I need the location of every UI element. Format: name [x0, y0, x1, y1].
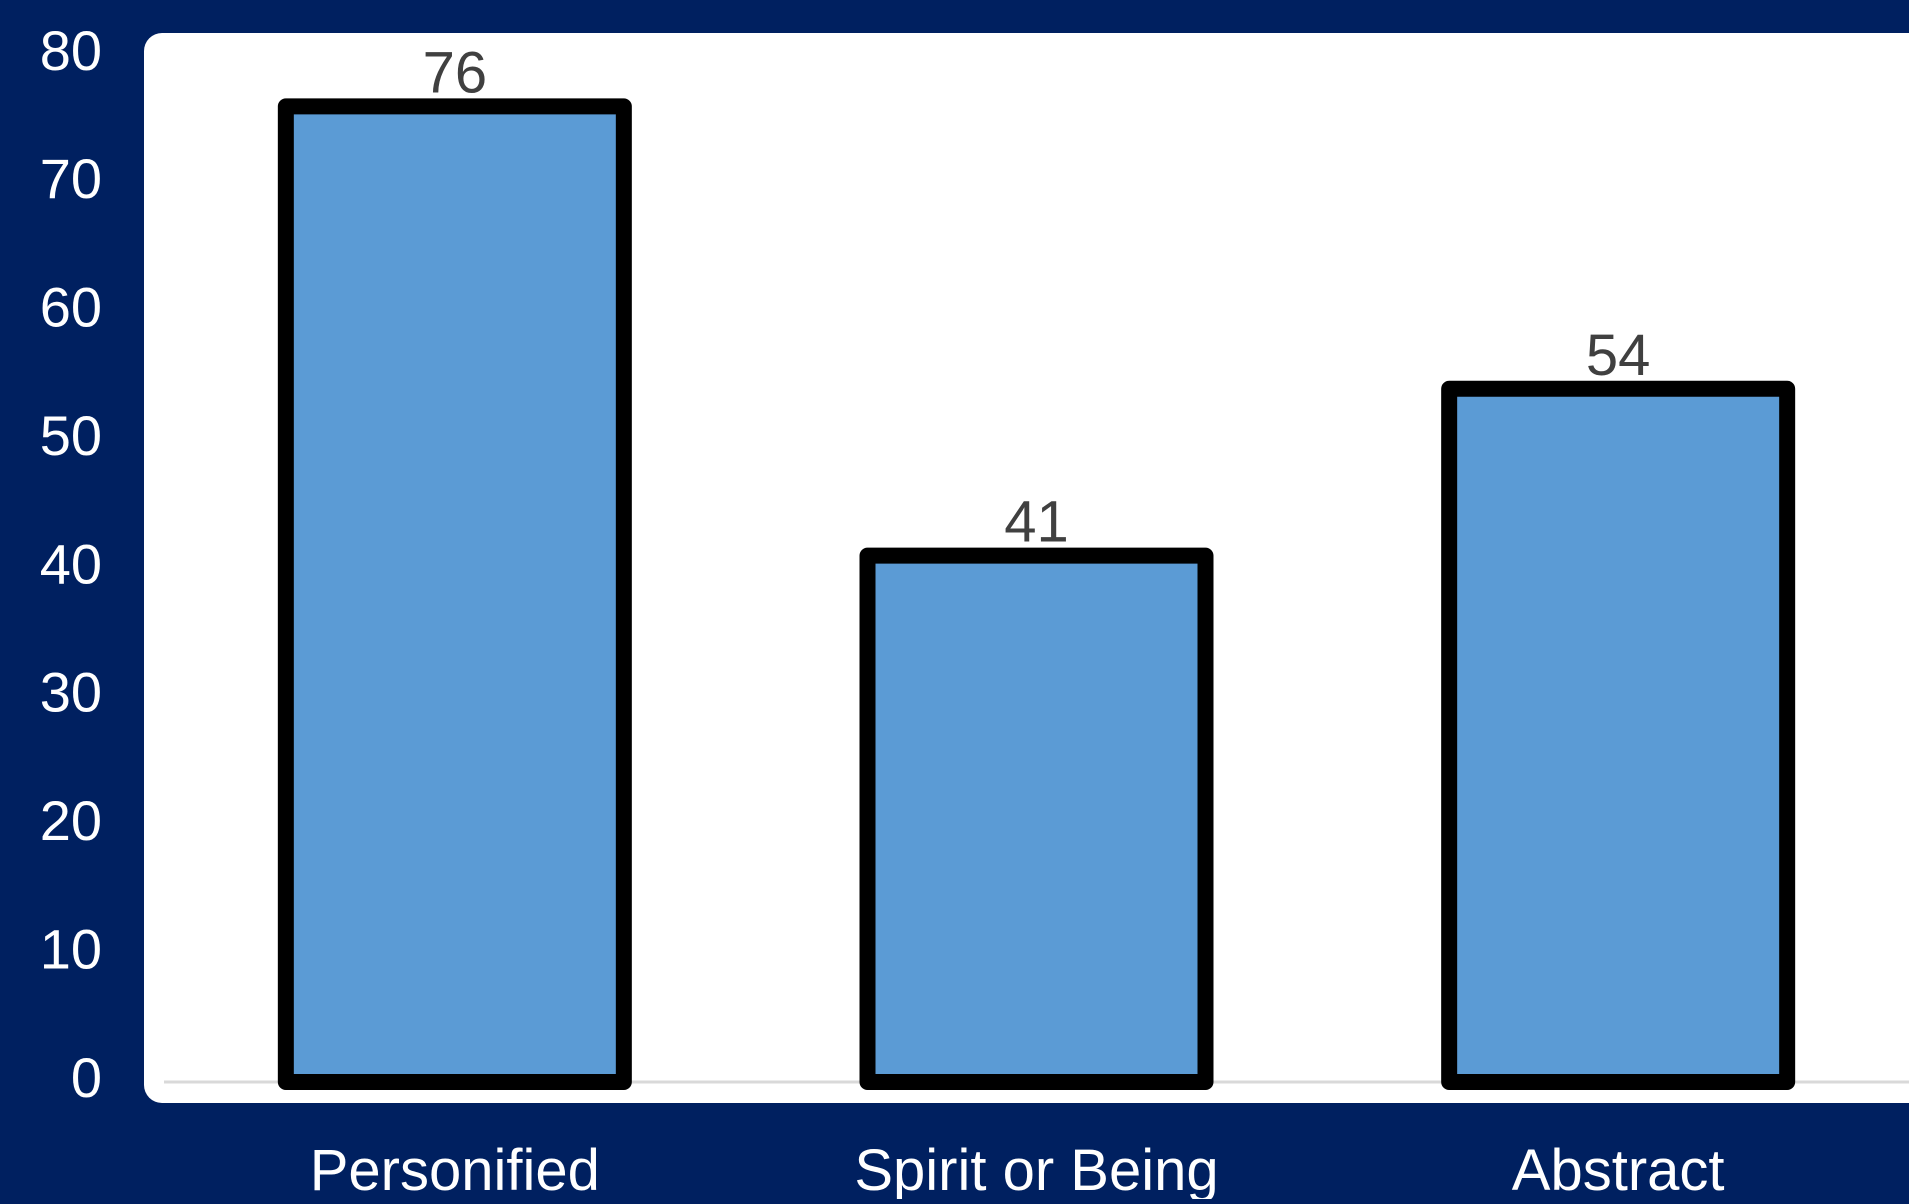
bar: [1441, 380, 1796, 1090]
y-axis-ticks: 0 10 20 30 40 50 60 70 80: [40, 19, 102, 1109]
data-label: 76: [423, 40, 488, 105]
y-tick-label: 70: [40, 147, 102, 210]
bar: [859, 547, 1214, 1090]
bar: [277, 98, 632, 1091]
bars: [277, 98, 1796, 1091]
y-tick-label: 30: [40, 661, 102, 724]
y-tick-label: 20: [40, 789, 102, 852]
y-tick-label: 80: [40, 19, 102, 82]
x-axis-ticks: Personified Spirit or Being Abstract: [310, 1138, 1725, 1203]
data-label: 54: [1586, 323, 1651, 388]
y-tick-label: 40: [40, 532, 102, 595]
data-labels: 76 41 54: [423, 40, 1651, 554]
data-label: 41: [1004, 490, 1069, 555]
x-tick-label: Abstract: [1512, 1138, 1725, 1199]
y-tick-label: 10: [40, 917, 102, 980]
y-tick-label: 50: [40, 404, 102, 467]
y-tick-label: 0: [71, 1046, 102, 1109]
x-tick-label: Personified: [310, 1138, 600, 1199]
x-tick-label: Spirit or Being: [854, 1138, 1218, 1199]
y-tick-label: 60: [40, 276, 102, 339]
